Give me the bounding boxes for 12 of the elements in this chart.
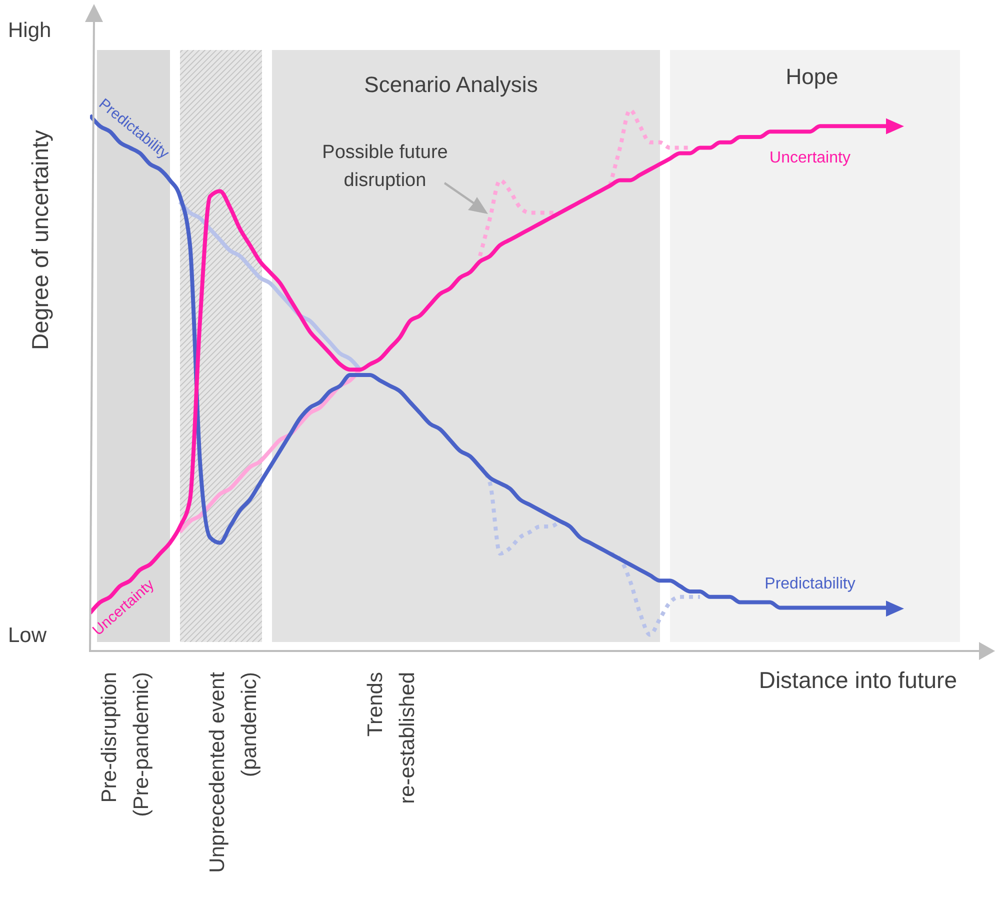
- text: Unprecedented event (pandemic): [206, 672, 261, 873]
- text: High: [8, 19, 52, 42]
- x-axis-title: Distance into future: [758, 667, 957, 693]
- text: Uncertainty: [770, 149, 850, 166]
- text: Hope: [786, 64, 838, 89]
- y-axis-title: Degree of uncertainty: [27, 130, 53, 350]
- text: Predictability: [764, 576, 856, 593]
- text: Scenario Analysis: [364, 72, 538, 97]
- text: Low: [8, 624, 48, 647]
- text: Trends re-established: [364, 672, 419, 804]
- annotation: Possible future disruption: [322, 142, 448, 191]
- text: Pre-disruption (Pre-pandemic): [98, 672, 153, 817]
